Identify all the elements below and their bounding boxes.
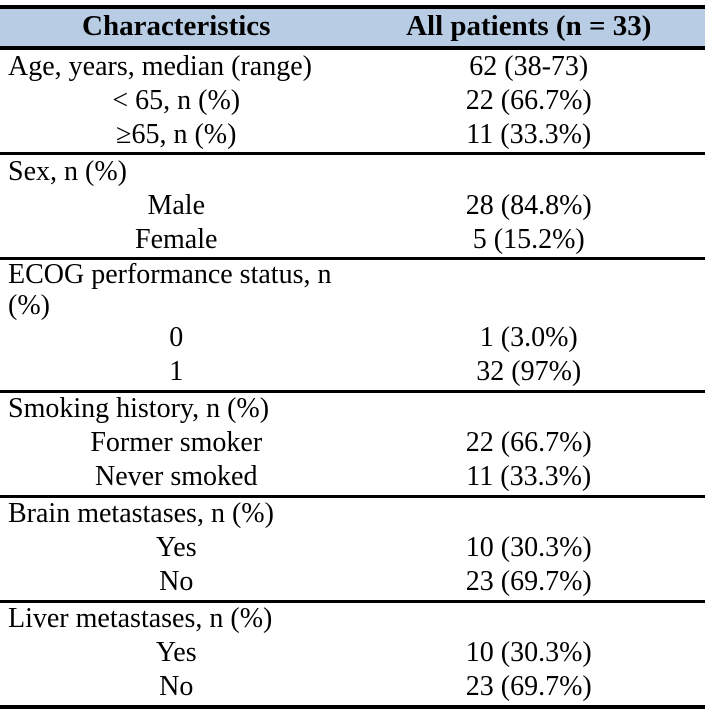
row-value: 11 (33.3%) [353,461,705,497]
column-header-characteristics: Characteristics [0,7,353,48]
section-smoking: Smoking history, n (%) Former smoker 22 … [0,391,705,496]
table-row: Smoking history, n (%) [0,391,705,427]
section-age: Age, years, median (range) 62 (38-73) < … [0,48,705,154]
table-row: Former smoker 22 (66.7%) [0,427,705,461]
row-label: Male [0,189,353,223]
row-label: No [0,566,353,602]
row-label: ECOG performance status, n (%) [0,259,353,322]
row-value: 10 (30.3%) [353,532,705,566]
table-row: 0 1 (3.0%) [0,322,705,356]
row-value: 10 (30.3%) [353,637,705,671]
table-row: Female 5 (15.2%) [0,223,705,259]
table-row: 1 32 (97%) [0,356,705,392]
header-row: Characteristics All patients (n = 33) [0,7,705,48]
row-label: No [0,671,353,707]
row-value [353,391,705,427]
row-value: 28 (84.8%) [353,189,705,223]
row-label: Yes [0,532,353,566]
row-label: Age, years, median (range) [0,48,353,84]
row-label: Female [0,223,353,259]
row-label: 1 [0,356,353,392]
row-value: 11 (33.3%) [353,118,705,154]
table-row: Yes 10 (30.3%) [0,637,705,671]
row-value: 5 (15.2%) [353,223,705,259]
table-row: ECOG performance status, n (%) [0,259,705,322]
row-label: Liver metastases, n (%) [0,601,353,637]
row-label: < 65, n (%) [0,84,353,118]
table-header: Characteristics All patients (n = 33) [0,7,705,48]
row-label: Yes [0,637,353,671]
table-row: No 23 (69.7%) [0,566,705,602]
column-header-all-patients: All patients (n = 33) [353,7,705,48]
row-label: ≥65, n (%) [0,118,353,154]
row-value: 62 (38-73) [353,48,705,84]
table-row: Male 28 (84.8%) [0,189,705,223]
row-value: 23 (69.7%) [353,671,705,707]
table-row: < 65, n (%) 22 (66.7%) [0,84,705,118]
row-value: 32 (97%) [353,356,705,392]
row-value [353,154,705,190]
row-label: Never smoked [0,461,353,497]
row-value [353,601,705,637]
row-label: Smoking history, n (%) [0,391,353,427]
table-row: Sex, n (%) [0,154,705,190]
table-row: No 23 (69.7%) [0,671,705,707]
row-label: Brain metastases, n (%) [0,496,353,532]
row-label: Sex, n (%) [0,154,353,190]
row-value [353,496,705,532]
table-row: Yes 10 (30.3%) [0,532,705,566]
section-brain-metastases: Brain metastases, n (%) Yes 10 (30.3%) N… [0,496,705,601]
row-value: 23 (69.7%) [353,566,705,602]
row-value: 22 (66.7%) [353,84,705,118]
table-row: ≥65, n (%) 11 (33.3%) [0,118,705,154]
row-value [353,259,705,322]
section-ecog: ECOG performance status, n (%) 0 1 (3.0%… [0,259,705,392]
section-liver-metastases: Liver metastases, n (%) Yes 10 (30.3%) N… [0,601,705,707]
table-row: Liver metastases, n (%) [0,601,705,637]
row-label: 0 [0,322,353,356]
section-sex: Sex, n (%) Male 28 (84.8%) Female 5 (15.… [0,154,705,259]
row-label: Former smoker [0,427,353,461]
table-row: Age, years, median (range) 62 (38-73) [0,48,705,84]
table-row: Brain metastases, n (%) [0,496,705,532]
row-value: 1 (3.0%) [353,322,705,356]
table-row: Never smoked 11 (33.3%) [0,461,705,497]
row-value: 22 (66.7%) [353,427,705,461]
characteristics-table: Characteristics All patients (n = 33) Ag… [0,5,705,709]
